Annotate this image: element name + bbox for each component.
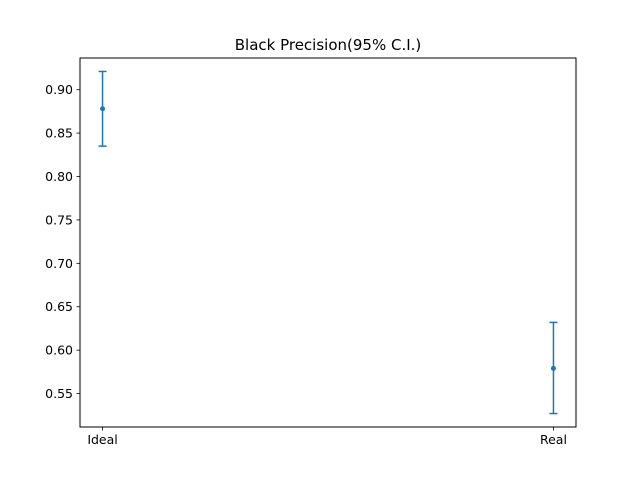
y-tick-label: 0.65 [45, 299, 73, 314]
y-tick-label: 0.80 [45, 169, 73, 184]
plot-frame [79, 57, 577, 428]
y-tick-label: 0.75 [45, 212, 73, 227]
data-marks [98, 70, 558, 415]
y-tick-label: 0.85 [45, 126, 73, 141]
x-axis: Ideal Real [87, 427, 567, 447]
data-point [550, 365, 556, 371]
y-tick-label: 0.60 [45, 343, 73, 358]
y-tick-label: 0.90 [45, 82, 73, 97]
x-tick-label: Real [540, 432, 567, 447]
y-tick-label: 0.70 [45, 256, 73, 271]
data-point [100, 106, 106, 112]
chart-title: Black Precision(95% C.I.) [235, 36, 422, 54]
plot-area [80, 58, 576, 427]
y-axis: 0.55 0.60 0.65 0.70 0.75 0.80 0.85 0.90 [45, 82, 80, 401]
x-tick-label: Ideal [87, 432, 117, 447]
y-tick-label: 0.55 [45, 386, 73, 401]
